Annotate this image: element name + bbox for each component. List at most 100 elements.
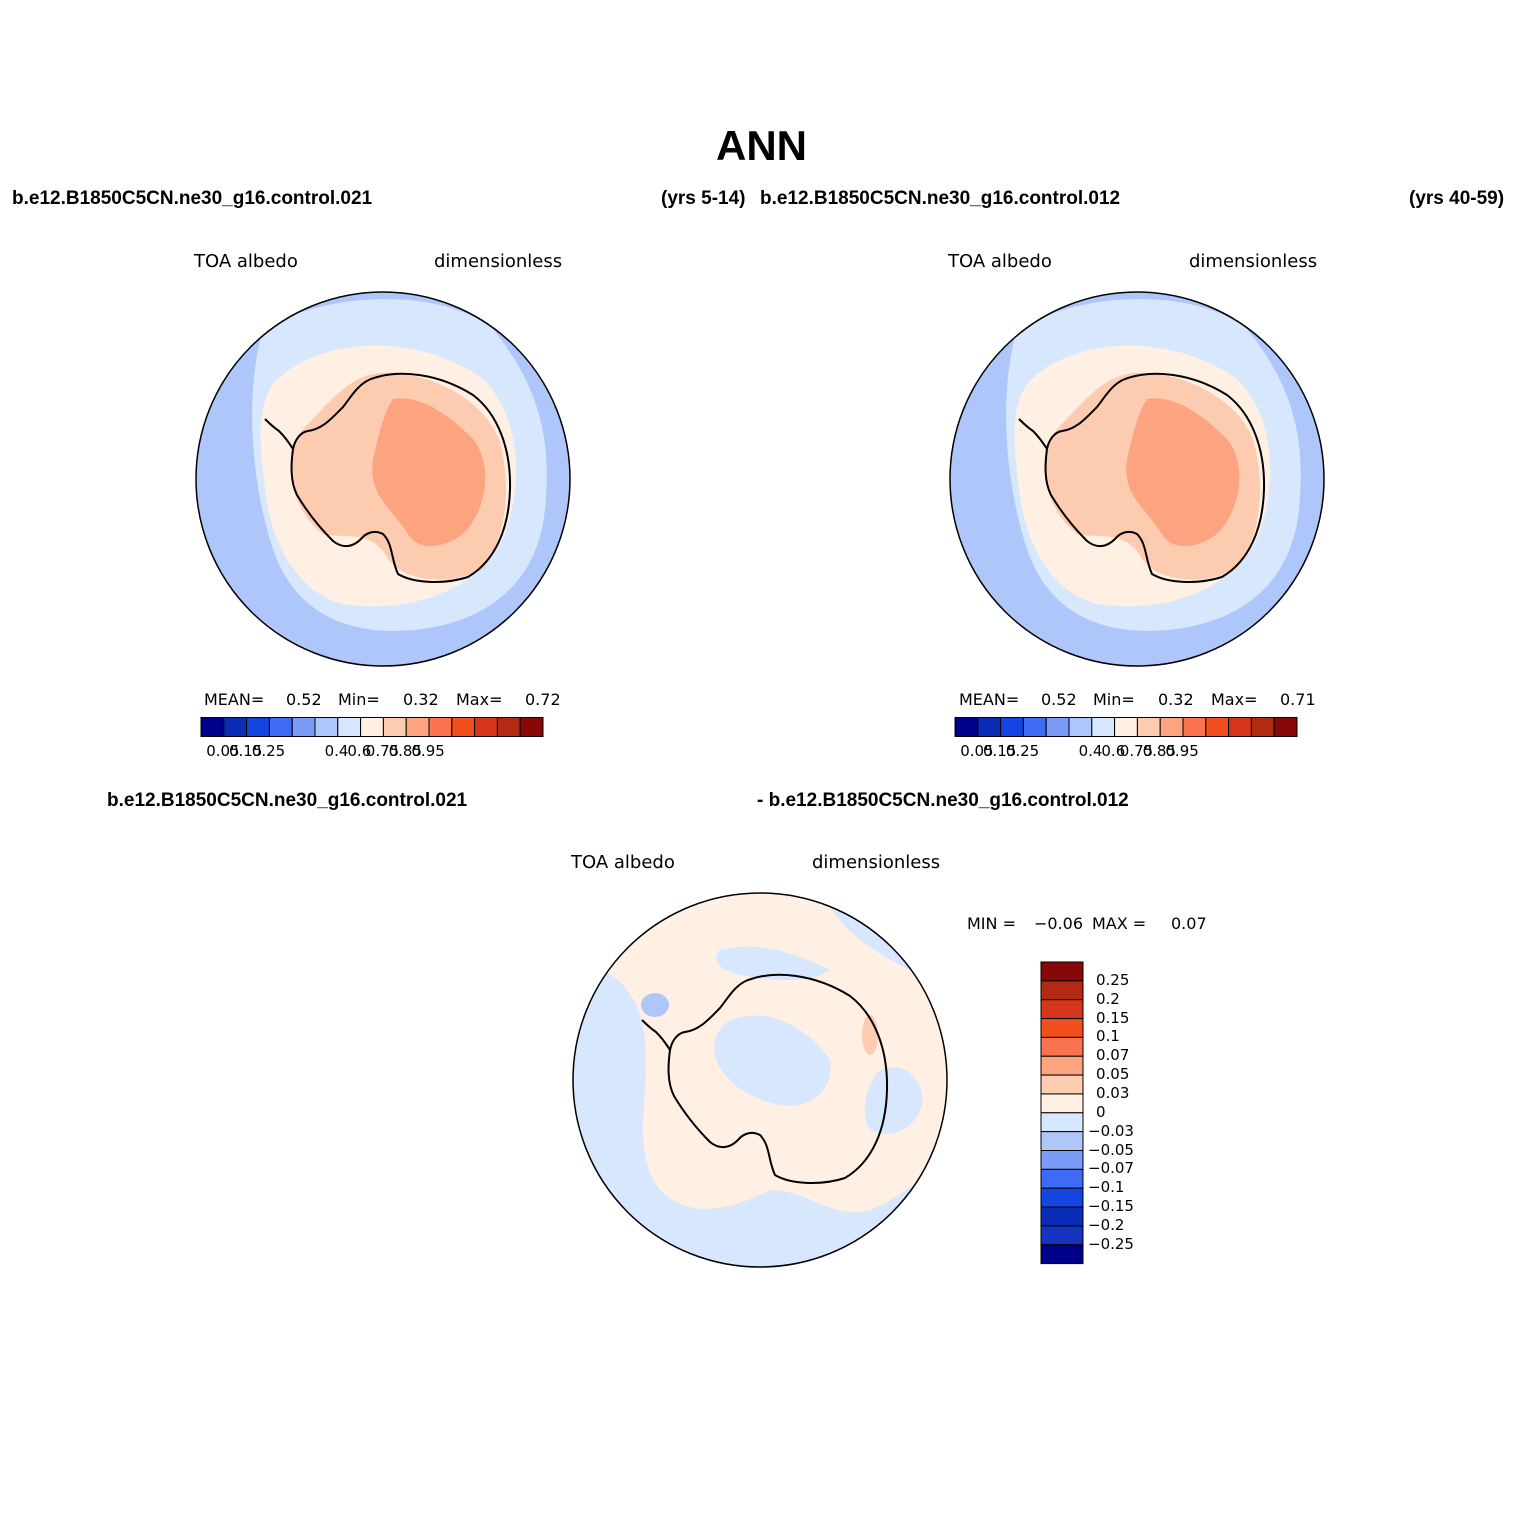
colorbar-swatch <box>337 717 362 737</box>
colorbar-tick-label: −0.2 <box>1088 1215 1125 1234</box>
panel1-min-value: 0.32 <box>403 690 439 709</box>
colorbar-swatch <box>1000 717 1024 737</box>
colorbar-swatch <box>360 717 384 737</box>
colorbar-swatch <box>405 717 430 737</box>
diff-units: dimensionless <box>812 852 941 873</box>
colorbar-tick-label: −0.03 <box>1088 1121 1134 1140</box>
colorbar-swatch <box>1040 1112 1084 1133</box>
diff-min-value: −0.06 <box>1034 914 1084 933</box>
colorbar-swatch <box>451 717 476 737</box>
diff-case-a: b.e12.B1850C5CN.ne30_g16.control.021 <box>107 790 468 811</box>
panel2-units: dimensionless <box>1189 251 1318 272</box>
colorbar-tick-label: 0.25 <box>1005 742 1040 760</box>
colorbar-swatch <box>1040 1055 1084 1076</box>
plateau-high-albedo <box>1126 398 1240 547</box>
colorbar-swatch <box>1136 717 1161 737</box>
panel2-colorbar <box>954 717 1298 737</box>
colorbar-swatch <box>1040 1225 1084 1246</box>
colorbar-tick-label: −0.1 <box>1088 1178 1125 1197</box>
colorbar-tick-label: 0.05 <box>206 742 240 760</box>
negative-region-west <box>573 968 947 1267</box>
panel2-min-value: 0.32 <box>1158 690 1194 709</box>
panel1-max-value: 0.72 <box>525 690 561 709</box>
colorbar-tick-label: 0.95 <box>1165 742 1199 760</box>
diff-max-label: MAX = <box>1092 914 1147 933</box>
case1-name: b.e12.B1850C5CN.ne30_g16.control.021 <box>12 188 373 209</box>
panel2-max-label: Max= <box>1211 690 1258 709</box>
diff-colorbar <box>1040 961 1084 1265</box>
colorbar-swatch <box>1068 717 1093 737</box>
colorbar-tick-label: −0.05 <box>1088 1140 1134 1159</box>
panel2-mean-value: 0.52 <box>1041 690 1077 709</box>
negative-patch-east <box>864 1067 923 1134</box>
colorbar-swatch <box>1040 1187 1084 1208</box>
colorbar-tick-label: −0.07 <box>1088 1159 1134 1178</box>
colorbar-tick-label: 0.85 <box>1142 742 1176 760</box>
panel1-mean-value: 0.52 <box>286 690 322 709</box>
positive-peak <box>862 1015 878 1055</box>
colorbar-swatch <box>1040 1206 1084 1227</box>
colorbar-tick-label: 0.95 <box>411 742 445 760</box>
colorbar-swatch <box>1182 717 1207 737</box>
colorbar-tick-label: 0.07 <box>1096 1046 1130 1065</box>
colorbar-tick-label: 0.6 <box>347 742 372 760</box>
colorbar-swatch <box>268 717 293 737</box>
peninsula-coast <box>1018 418 1048 450</box>
colorbar-swatch <box>1091 717 1116 737</box>
colorbar-swatch <box>1045 717 1070 737</box>
figure-title: ANN <box>716 122 807 169</box>
coastline <box>667 973 889 1185</box>
colorbar-swatch <box>519 717 544 737</box>
colorbar-tick-label: 0.15 <box>1096 1008 1130 1027</box>
panel1-max-label: Max= <box>456 690 503 709</box>
colorbar-swatch <box>1250 717 1275 737</box>
peninsula-coast <box>641 1019 671 1051</box>
colorbar-swatch <box>1273 717 1298 737</box>
panel2-min-label: Min= <box>1093 690 1135 709</box>
peninsula-coast <box>264 418 294 450</box>
colorbar-swatch <box>954 717 979 737</box>
colorbar-swatch <box>1040 980 1084 1001</box>
colorbar-tick-label: 0.05 <box>1096 1065 1130 1084</box>
colorbar-tick-label: 0.75 <box>365 742 400 760</box>
coastline <box>290 372 512 584</box>
panel2-max-value: 0.71 <box>1280 690 1316 709</box>
colorbar-swatch <box>200 717 225 737</box>
colorbar-swatch <box>496 717 521 737</box>
colorbar-tick-label: −0.25 <box>1088 1234 1134 1253</box>
colorbar-swatch <box>1040 1036 1084 1057</box>
panel1-colorbar <box>200 717 544 737</box>
panel1-mean-label: MEAN= <box>204 690 265 709</box>
colorbar-swatch <box>1040 1244 1084 1265</box>
colorbar-tick-label: −0.15 <box>1088 1197 1134 1216</box>
colorbar-tick-label: 0.4 <box>1078 742 1103 760</box>
colorbar-swatch <box>428 717 453 737</box>
case2-years: (yrs 40-59) <box>1409 188 1505 209</box>
case2-name: b.e12.B1850C5CN.ne30_g16.control.012 <box>760 188 1121 209</box>
colorbar-swatch <box>1040 999 1084 1020</box>
colorbar-swatch <box>1040 1168 1084 1189</box>
colorbar-tick-label: 0.75 <box>1119 742 1154 760</box>
panel1-variable: TOA albedo <box>194 251 298 272</box>
colorbar-swatch <box>246 717 270 737</box>
colorbar-tick-label: 0.15 <box>983 742 1017 760</box>
colorbar-swatch <box>1205 717 1230 737</box>
colorbar-swatch <box>1022 717 1047 737</box>
diff-map <box>572 892 948 1268</box>
diff-variable: TOA albedo <box>571 852 675 873</box>
colorbar-swatch <box>223 717 248 737</box>
colorbar-tick-label: 0.03 <box>1096 1083 1130 1102</box>
diff-max-value: 0.07 <box>1171 914 1207 933</box>
negative-patch-interior <box>714 1015 831 1106</box>
panel2-mean-label: MEAN= <box>959 690 1020 709</box>
colorbar-swatch <box>1159 717 1184 737</box>
panel1-units: dimensionless <box>434 251 563 272</box>
colorbar-tick-label: 0.25 <box>1096 970 1130 989</box>
negative-patch-north <box>716 946 830 980</box>
plateau-high-albedo <box>372 398 486 547</box>
colorbar-swatch <box>1040 1093 1084 1114</box>
diff-case-b: - b.e12.B1850C5CN.ne30_g16.control.012 <box>757 790 1129 811</box>
colorbar-tick-label: 0.85 <box>388 742 422 760</box>
colorbar-tick-label: 0.2 <box>1096 989 1120 1008</box>
panel2-map <box>949 291 1325 667</box>
